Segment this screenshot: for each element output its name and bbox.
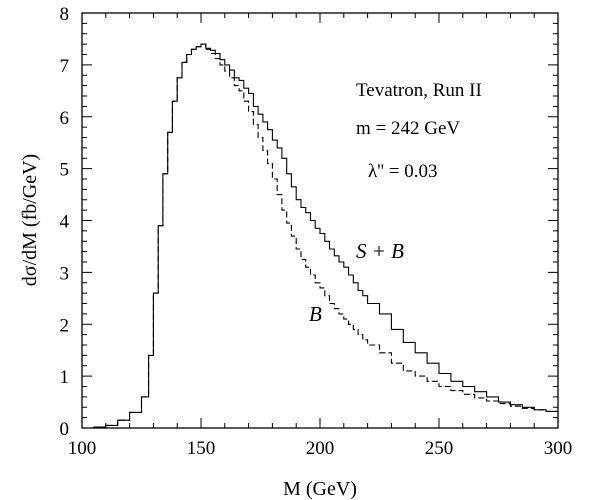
y-tick-label: 0 — [60, 419, 70, 440]
x-tick-label: 200 — [306, 438, 335, 459]
x-tick-label: 100 — [68, 438, 97, 459]
y-tick-label: 4 — [60, 212, 70, 233]
y-tick-label: 5 — [60, 160, 70, 181]
y-axis-title: dσ/dM (fb/GeV) — [19, 154, 41, 286]
series-layer — [82, 43, 559, 429]
y-tick-label: 6 — [60, 108, 70, 129]
series-b-line — [82, 43, 559, 429]
y-tick-label: 7 — [60, 56, 70, 77]
x-tick-label: 150 — [187, 438, 216, 459]
y-tick-label: 2 — [60, 315, 70, 336]
y-tick-label: 8 — [60, 4, 70, 25]
annotation-collider: Tevatron, Run II — [356, 80, 482, 101]
tick-labels: 100 150 200 250 300 0 1 2 3 4 5 6 7 8 — [60, 4, 573, 459]
annotation-coupling: λ'' = 0.03 — [368, 161, 438, 182]
x-axis-title: M (GeV) — [283, 478, 357, 500]
plot-frame — [81, 12, 559, 429]
series-s-plus-b-line — [82, 43, 559, 429]
x-tick-label: 250 — [425, 438, 454, 459]
annotation-mass: m = 242 GeV — [356, 118, 460, 139]
label-b: B — [309, 302, 322, 326]
axis-ticks — [81, 12, 559, 429]
y-tick-label: 3 — [60, 263, 70, 284]
y-tick-label: 1 — [60, 367, 70, 388]
label-s-plus-b: S + B — [356, 239, 404, 263]
x-tick-label: 300 — [544, 438, 573, 459]
